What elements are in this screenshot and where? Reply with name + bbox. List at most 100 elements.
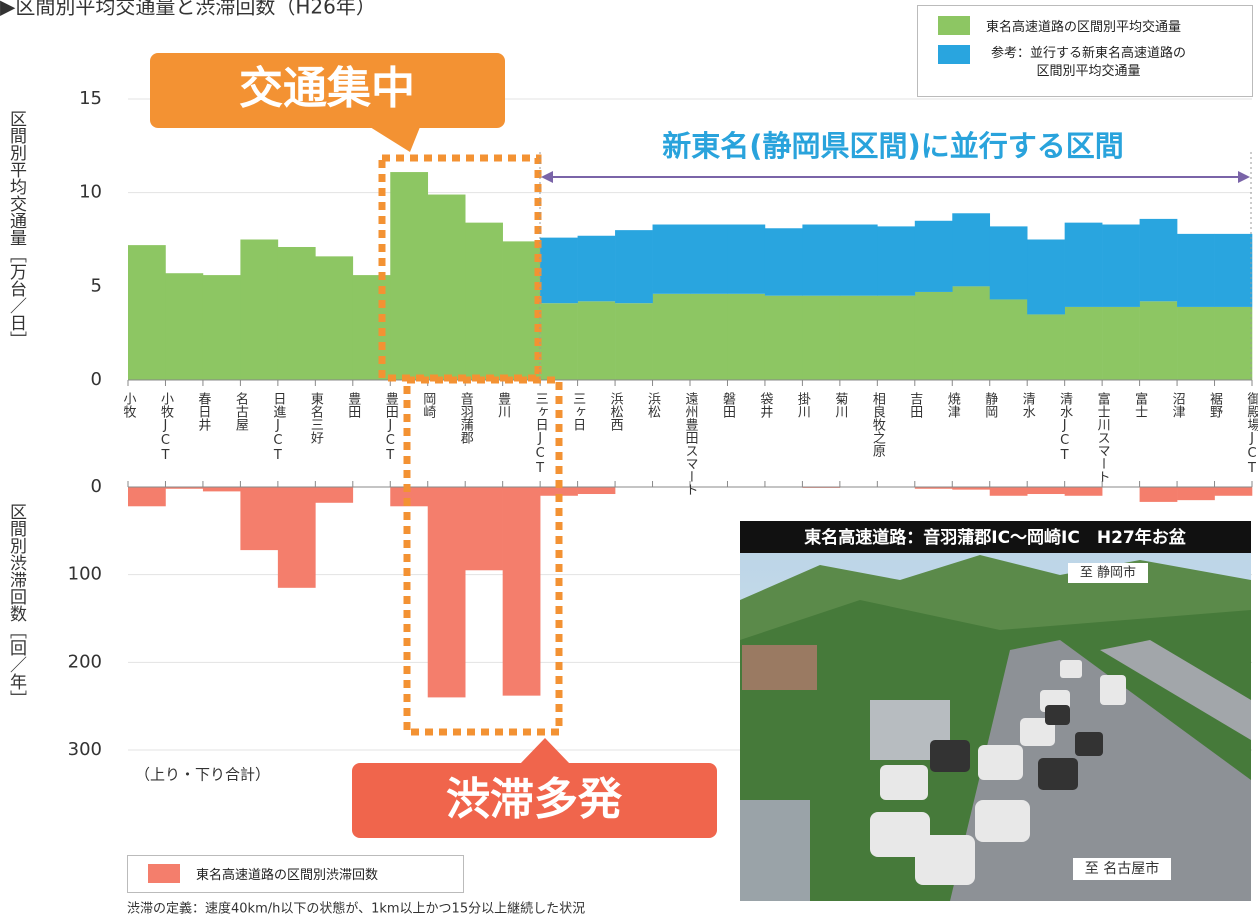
x-tick-label: 豊川: [495, 392, 511, 418]
y-tick-label: 200: [68, 651, 102, 672]
bar: [128, 487, 166, 507]
legend-entry: 東名高速道路の区間別平均交通量: [938, 16, 1252, 35]
x-tick-label: 菊川: [832, 392, 848, 418]
bar: [615, 303, 653, 380]
bar: [427, 487, 466, 698]
bar: [1177, 487, 1215, 501]
bar: [727, 293, 766, 380]
bar: [764, 295, 803, 380]
bar: [540, 237, 578, 304]
callout: [352, 763, 717, 838]
bar: [577, 235, 616, 302]
footnote: 渋滞の定義：速度40km/h以下の状態が、1km以上かつ15分以上継続した状況: [127, 901, 585, 917]
y-tick-label: 100: [68, 564, 102, 585]
bar: [427, 194, 466, 380]
y-axis-title: 区間別渋滞回数［回／年］: [6, 503, 27, 707]
photo-title-bar: [740, 521, 1251, 553]
bar: [540, 487, 578, 496]
y-tick-label: 300: [68, 739, 102, 760]
bar: [1102, 306, 1140, 380]
bar: [1139, 487, 1178, 502]
x-tick-label: 浜松西: [608, 392, 624, 431]
bar: [1177, 233, 1215, 307]
bar: [1027, 239, 1065, 315]
bar: [577, 301, 616, 380]
x-tick-label: 日進JCT: [270, 392, 286, 463]
x-tick-label: 岡崎: [420, 392, 436, 418]
x-tick-label: 沼津: [1170, 392, 1186, 418]
bar: [240, 487, 279, 551]
x-tick-label: 相良牧之原: [870, 392, 886, 457]
bar: [465, 222, 503, 380]
x-tick-label: 清水: [1020, 392, 1036, 418]
bar: [1139, 301, 1178, 380]
legend-swatch: [938, 45, 970, 64]
bar: [1214, 306, 1253, 380]
bar: [989, 299, 1028, 380]
x-tick-label: 御殿場JCT: [1245, 392, 1258, 476]
legend-swatch: [938, 16, 970, 35]
x-tick-label: 小牧JCT: [158, 392, 174, 463]
bar: [240, 239, 279, 380]
focus-box: [378, 154, 542, 382]
callout-text: 交通集中: [239, 63, 415, 114]
legend: 東名高速道路の区間別渋滞回数: [127, 855, 464, 893]
y-tick-label: 5: [91, 275, 102, 296]
bar: [1027, 314, 1065, 380]
y-tick-label: 10: [79, 182, 102, 203]
bar: [764, 228, 803, 296]
bar: [165, 487, 204, 489]
bar: [502, 241, 541, 380]
bar: [465, 487, 503, 571]
x-tick-label: 東名三好: [308, 391, 324, 444]
photo-title: 東名高速道路：音羽蒲郡IC～岡崎IC H27年お盆: [804, 527, 1186, 548]
bar: [202, 487, 241, 492]
legend-label: 参考：並行する新東名高速道路の区間別平均交通量: [990, 46, 1186, 79]
bar: [1064, 222, 1103, 307]
x-tick-label: 豊田JCT: [383, 392, 399, 463]
photo-label-box: [1073, 858, 1171, 880]
bar: [877, 226, 916, 296]
x-tick-label: 富士: [1132, 391, 1148, 418]
x-tick-label: 袋井: [757, 392, 773, 419]
bar: [877, 295, 916, 380]
bar: [690, 224, 728, 294]
x-tick-label: 清水JCT: [1057, 392, 1073, 463]
bar: [277, 246, 316, 380]
axis-note: （上り・下り合計）: [135, 766, 270, 784]
bar: [914, 220, 953, 292]
bar: [1139, 218, 1178, 302]
photo-label: 至 名古屋市: [1085, 860, 1159, 877]
bar: [315, 256, 354, 380]
bar: [1064, 487, 1103, 496]
chart-title: ▶区間別平均交通量と渋滞回数（H26年）: [0, 0, 376, 19]
x-tick-label: 浜松: [645, 392, 661, 418]
bar: [989, 226, 1028, 300]
x-tick-label: 豊田: [345, 392, 361, 418]
x-tick-label: 名古屋: [233, 391, 249, 432]
legend-swatch: [148, 864, 180, 883]
x-tick-label: 三ヶ日JCT: [533, 392, 549, 476]
bar: [315, 487, 354, 503]
focus-box: [403, 376, 563, 736]
x-tick-label: 吉田: [907, 392, 923, 418]
arrow-head: [541, 171, 553, 183]
bar: [165, 273, 204, 380]
bar: [839, 295, 878, 380]
bar: [914, 487, 953, 489]
x-tick-label: 遠州豊田スマート: [683, 392, 699, 496]
bar: [1177, 306, 1215, 380]
y-tick-label: 0: [91, 476, 102, 497]
bar: [989, 487, 1028, 496]
bar: [128, 245, 166, 380]
x-tick-label: 小牧: [121, 392, 137, 418]
arrow-head: [1238, 171, 1250, 183]
bar: [652, 224, 691, 294]
bar: [390, 172, 429, 380]
photo-label: 至 静岡市: [1080, 565, 1136, 581]
bar: [502, 487, 541, 696]
callout-text: 渋滞多発: [446, 774, 623, 825]
x-tick-label: 音羽蒲郡: [458, 391, 474, 445]
y-tick-label: 0: [91, 369, 102, 390]
